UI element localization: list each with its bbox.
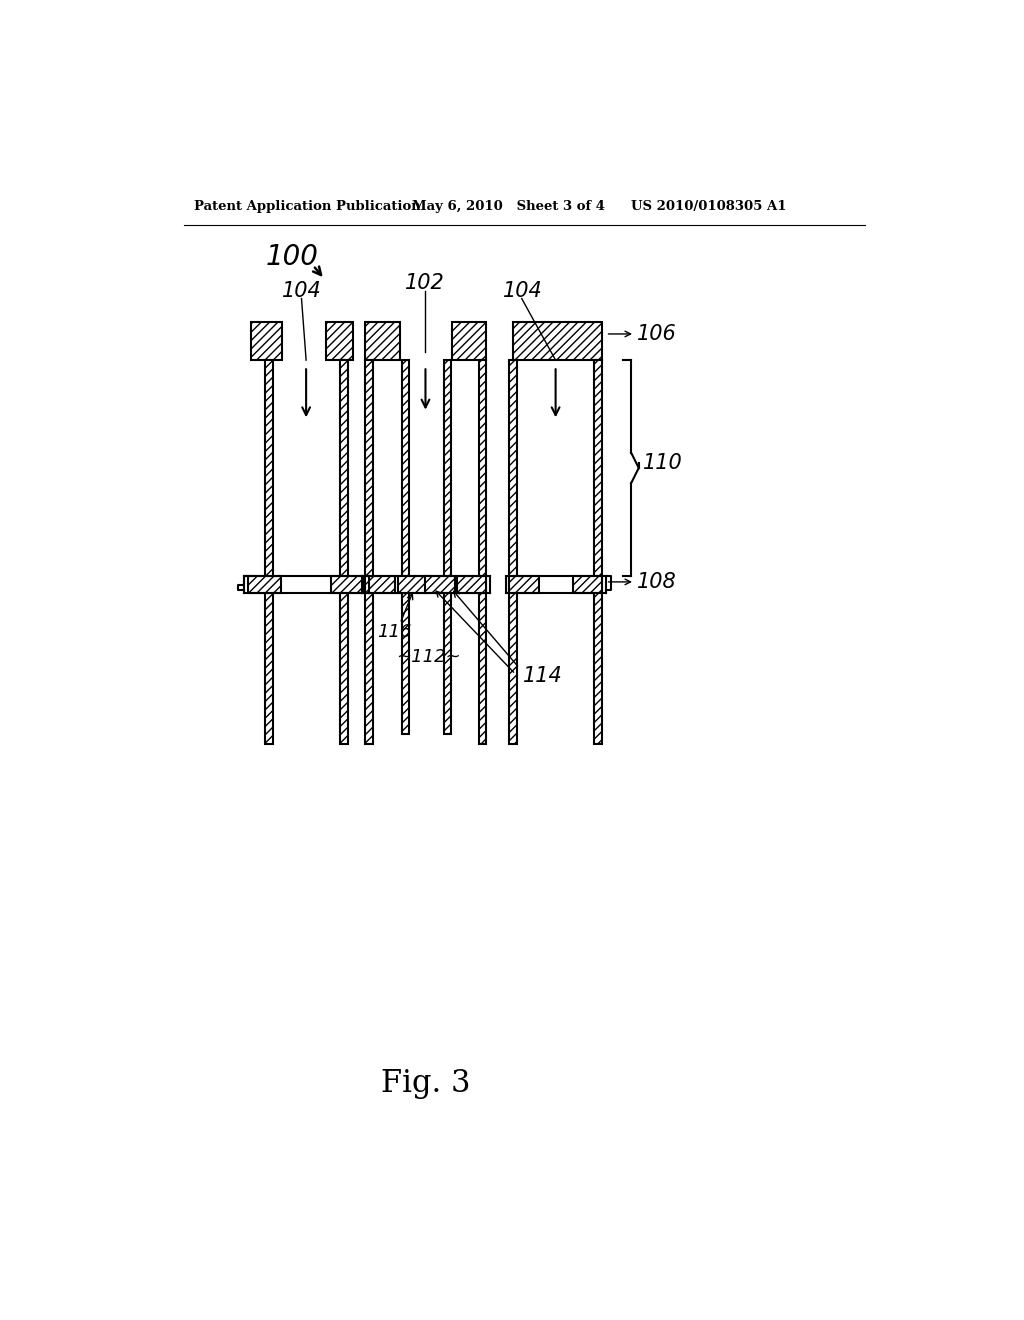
Bar <box>572 576 602 594</box>
Text: 102: 102 <box>404 273 444 293</box>
Bar <box>252 322 283 360</box>
Bar <box>273 360 340 743</box>
Bar <box>513 322 602 360</box>
Bar <box>373 360 478 743</box>
Text: Fig. 3: Fig. 3 <box>381 1068 470 1100</box>
Bar <box>509 360 517 743</box>
Bar <box>425 576 455 594</box>
Bar <box>517 360 594 743</box>
Bar <box>249 576 281 594</box>
Text: 104: 104 <box>504 281 543 301</box>
Bar <box>331 576 364 594</box>
Text: 110: 110 <box>643 453 682 473</box>
Bar <box>478 360 486 743</box>
Text: May 6, 2010   Sheet 3 of 4: May 6, 2010 Sheet 3 of 4 <box>412 199 604 213</box>
Bar <box>452 322 486 360</box>
Bar <box>366 360 373 743</box>
Bar <box>444 360 451 734</box>
Text: 106: 106 <box>637 323 677 345</box>
Text: US 2010/0108305 A1: US 2010/0108305 A1 <box>631 199 786 213</box>
Bar <box>326 322 353 360</box>
Text: 116: 116 <box>377 623 412 642</box>
Text: Patent Application Publication: Patent Application Publication <box>194 199 421 213</box>
Text: ~112~: ~112~ <box>396 648 461 667</box>
Text: 104: 104 <box>282 281 322 301</box>
Bar <box>366 322 400 360</box>
Bar <box>509 576 539 594</box>
Bar <box>401 360 409 734</box>
Bar <box>409 360 444 734</box>
Text: 100: 100 <box>265 243 318 271</box>
Bar <box>457 576 486 594</box>
Text: 114: 114 <box>523 665 563 686</box>
Bar <box>594 360 602 743</box>
Bar <box>397 576 427 594</box>
Text: 108: 108 <box>637 572 677 591</box>
Bar <box>340 360 348 743</box>
Bar <box>366 576 394 594</box>
Bar <box>265 360 273 743</box>
